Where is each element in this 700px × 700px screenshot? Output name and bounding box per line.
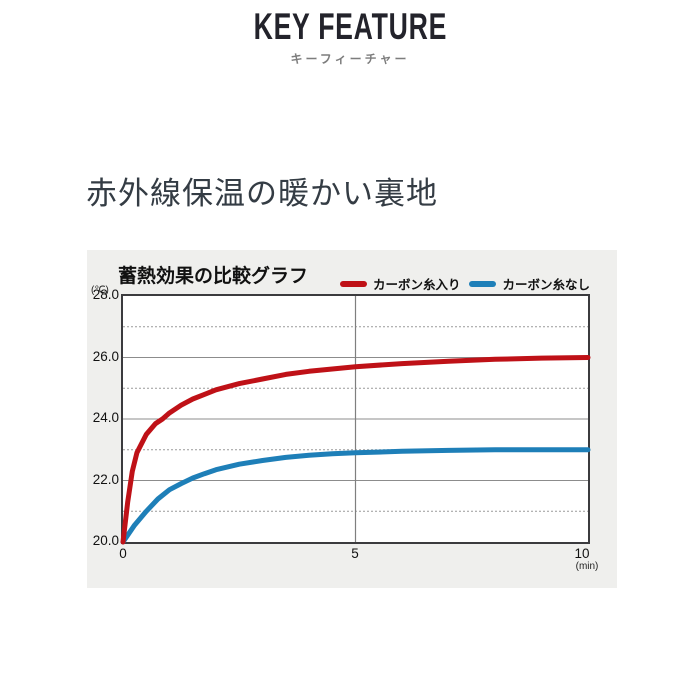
page-subtitle: キーフィーチャー (290, 52, 410, 66)
x-tick-label: 0 (119, 546, 127, 561)
section-heading: 赤外線保温の暖かい裏地 (86, 176, 438, 211)
y-tick-label: 22.0 (92, 472, 119, 487)
x-tick-label: 10 (574, 546, 590, 561)
y-tick-label: 20.0 (92, 533, 119, 548)
y-tick-label: 26.0 (92, 349, 119, 364)
page-header: KEY FEATURE キーフィーチャー (0, 0, 700, 67)
legend-item-carbon: カーボン糸入り (339, 274, 461, 293)
plot-svg (120, 296, 591, 545)
y-axis-unit: (℃) (91, 285, 109, 296)
red-line-swatch-icon (339, 280, 367, 287)
legend-item-no-carbon: カーボン糸なし (469, 274, 590, 293)
y-tick-label: 28.0 (92, 287, 119, 302)
chart-legend: カーボン糸入り カーボン糸なし (339, 274, 590, 293)
legend-label: カーボン糸入り (372, 278, 461, 292)
page-title: KEY FEATURE (253, 6, 447, 47)
chart-panel: 蓄熱効果の比較グラフ カーボン糸入り カーボン糸なし (℃) 28.0 26.0… (87, 250, 617, 588)
legend-label: カーボン糸なし (502, 278, 590, 292)
blue-line-swatch-icon (469, 280, 497, 287)
x-axis-unit: (min) (575, 561, 599, 572)
y-tick-label: 24.0 (92, 410, 119, 425)
plot-area (120, 294, 591, 545)
chart-title: 蓄熱効果の比較グラフ (118, 266, 309, 287)
x-tick-label: 5 (351, 546, 359, 561)
